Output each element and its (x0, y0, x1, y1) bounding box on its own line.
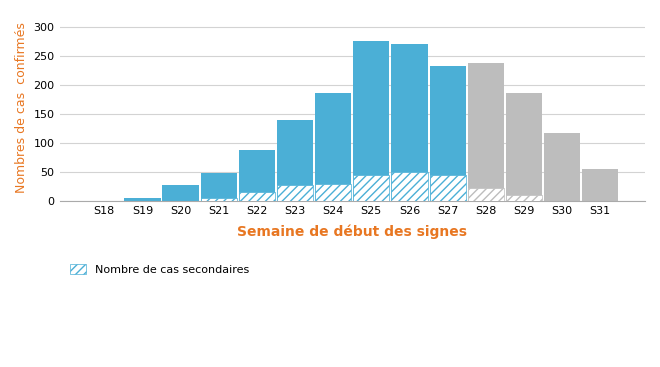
Bar (391, 172, 428, 201)
Bar (353, 41, 389, 201)
Bar (391, 44, 428, 201)
Bar (582, 169, 618, 201)
Bar (201, 198, 237, 201)
Bar (239, 192, 275, 201)
Bar (506, 94, 542, 201)
Bar (468, 63, 504, 201)
Bar (353, 175, 389, 201)
Bar (315, 184, 351, 201)
Legend: Nombre de cas secondaires: Nombre de cas secondaires (65, 259, 254, 279)
Bar (201, 173, 237, 201)
X-axis label: Semaine de début des signes: Semaine de début des signes (238, 224, 467, 239)
Bar (506, 195, 542, 201)
Bar (315, 94, 351, 201)
Bar (544, 133, 580, 201)
Bar (430, 66, 466, 201)
Bar (277, 120, 313, 201)
Bar (468, 188, 504, 201)
Bar (124, 198, 160, 201)
Bar (277, 185, 313, 201)
Y-axis label: Nombres de cas  confirmés: Nombres de cas confirmés (15, 23, 28, 193)
Bar (239, 150, 275, 201)
Bar (430, 175, 466, 201)
Bar (162, 185, 199, 201)
